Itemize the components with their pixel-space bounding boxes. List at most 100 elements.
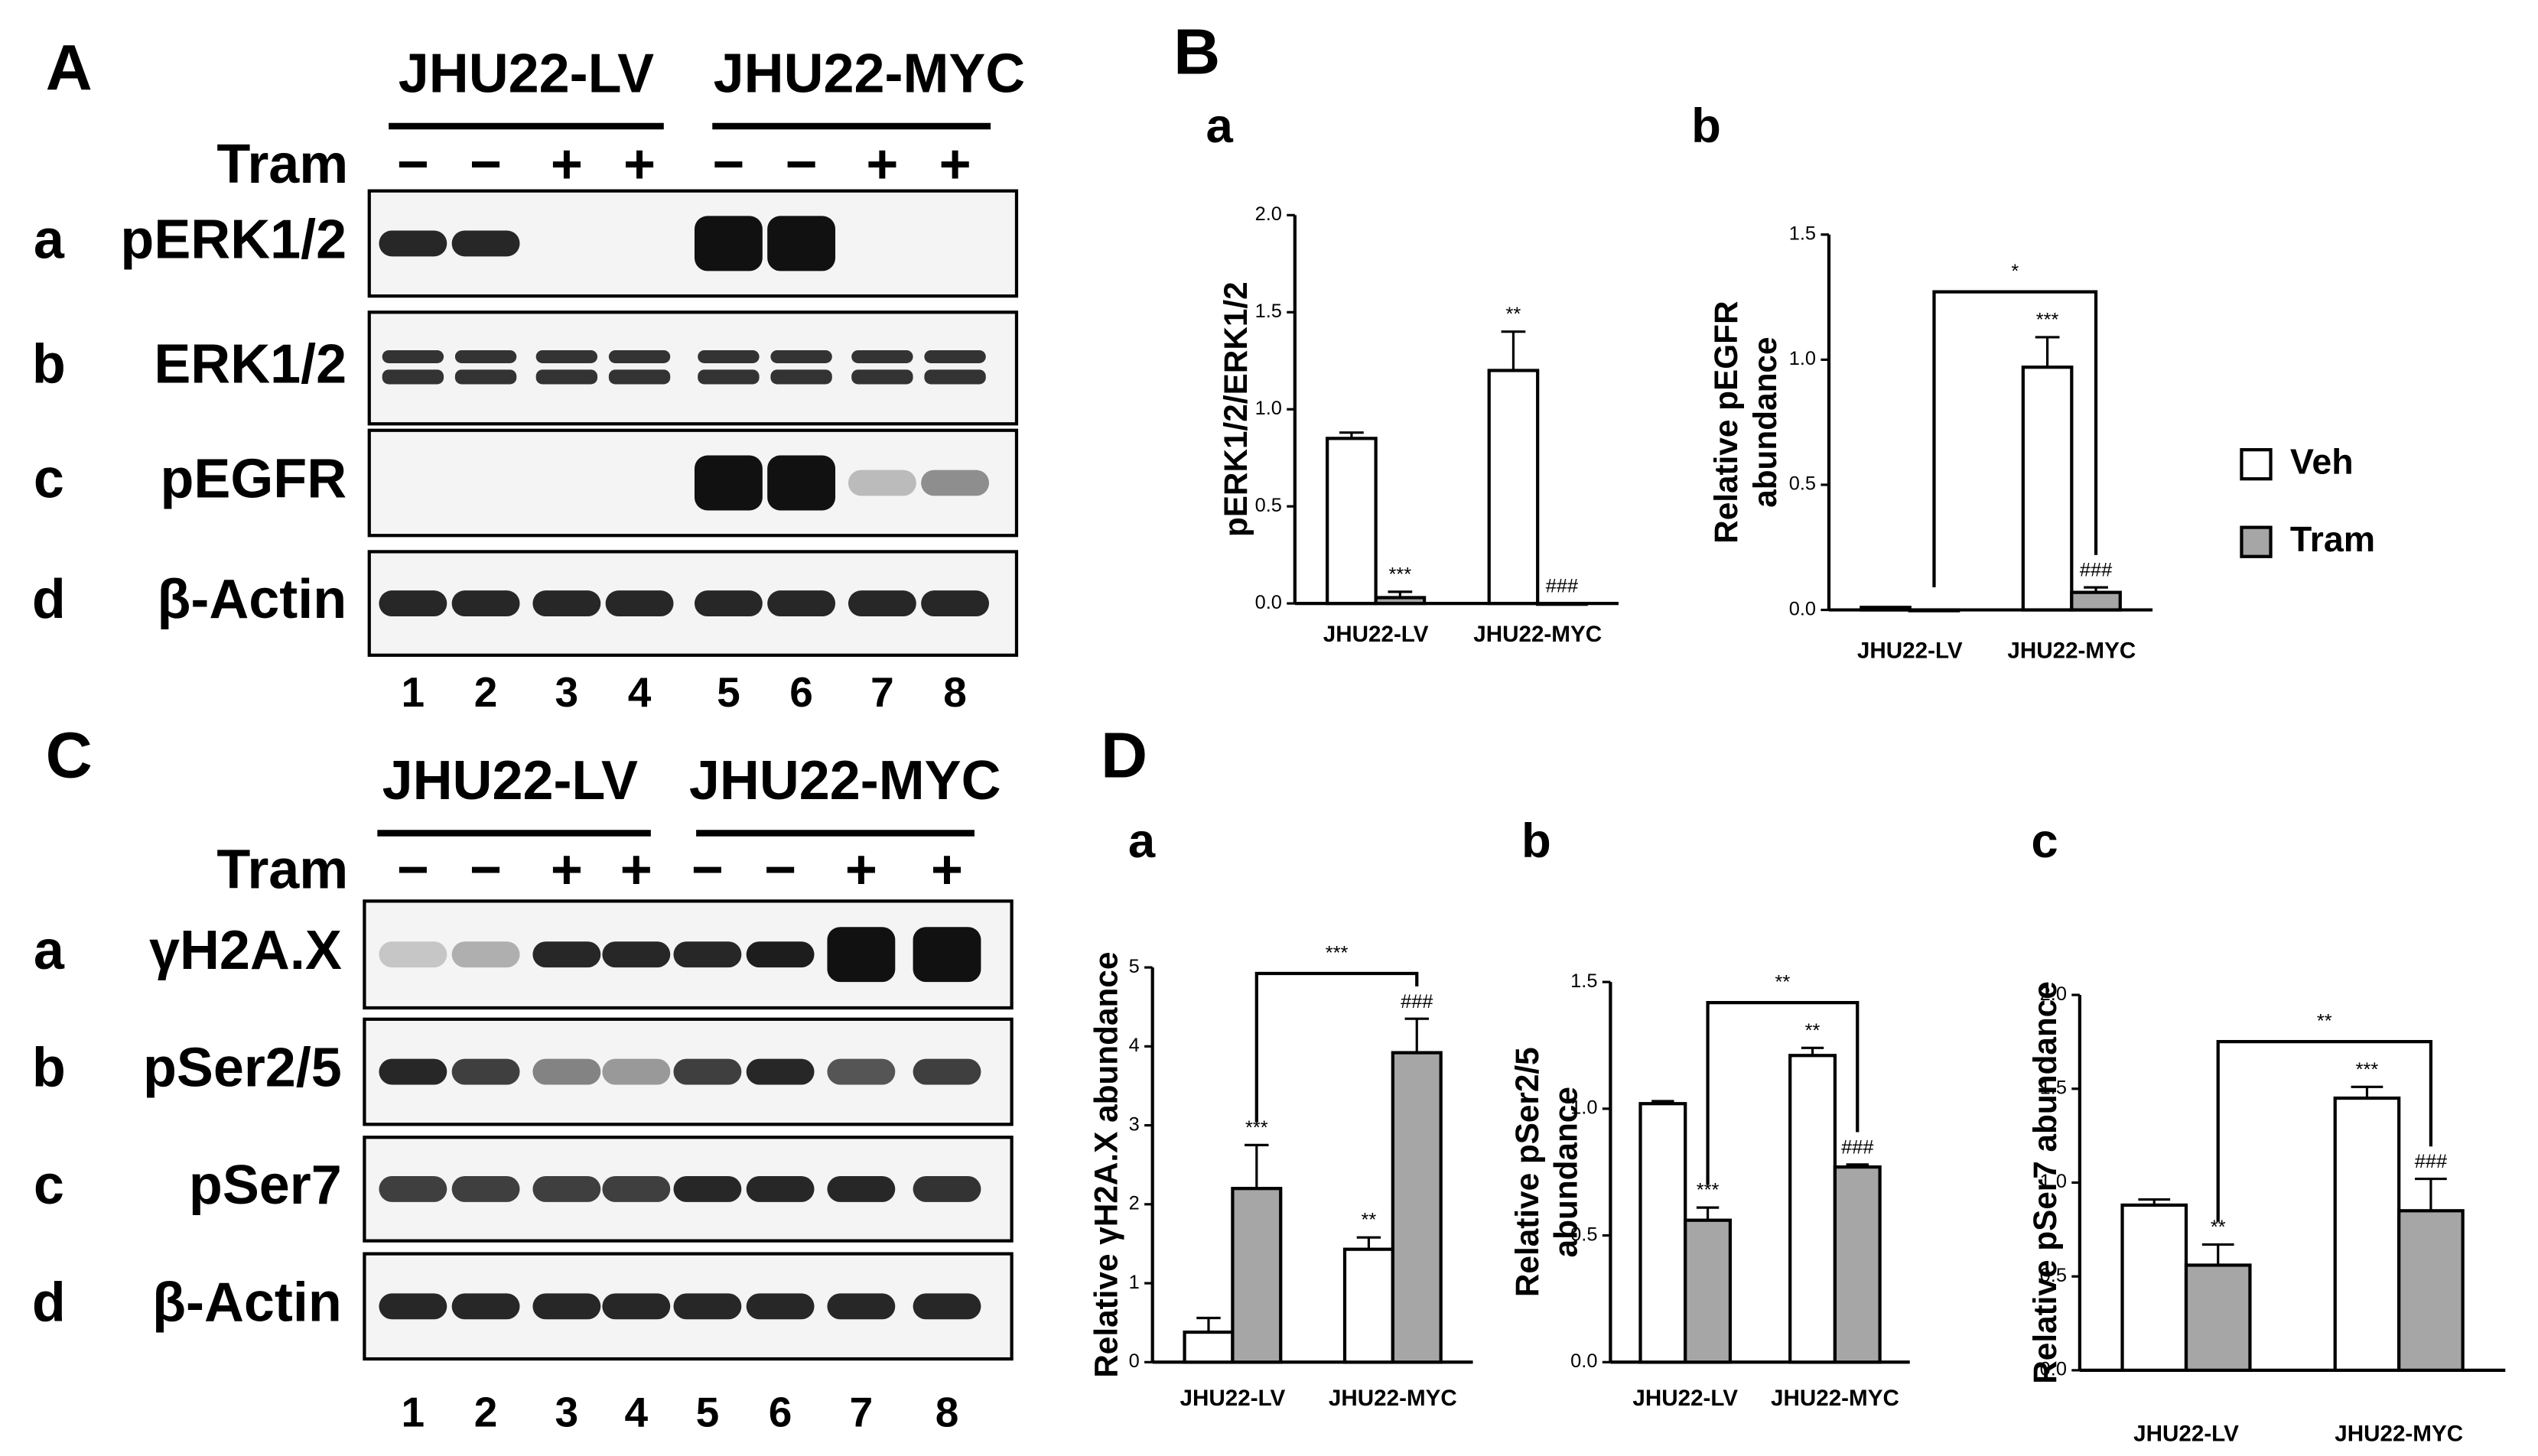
treatment-sign: − [470,839,502,900]
bar [2120,1203,2188,1372]
bar [1788,1054,1837,1364]
row-label: pERK1/2 [120,209,347,270]
band [532,1058,601,1085]
band [851,369,913,385]
lane-number: 5 [717,668,740,716]
significance-label: *** [1389,564,1412,585]
group-label: JHU22-LV [382,750,638,811]
bracket [1932,290,2098,587]
band [379,1058,447,1085]
y-tick-label: 0.5 [2040,1265,2067,1286]
band [698,369,760,385]
band [451,1176,520,1202]
band [602,1058,671,1085]
row-label: γH2A.X [149,920,342,981]
significance-label: *** [2356,1059,2379,1081]
significance-label: ### [1401,991,1433,1012]
row-letter: c [34,1155,64,1216]
band [746,1293,815,1320]
treatment-sign: + [551,839,583,900]
band [851,350,913,363]
band [767,455,836,511]
y-axis-label: Relative pEGFR [1708,301,1744,544]
x-tick-label: JHU22-LV [2133,1421,2239,1446]
chart-subtitle: a [1206,99,1233,153]
y-tick-label: 0.5 [1789,473,1816,495]
band [746,941,815,968]
treatment-sign: − [691,839,724,900]
y-tick-label: 0.5 [1255,495,1282,516]
bar [2070,590,2122,612]
panel-letter: C [46,719,93,791]
y-tick-label: 1 [1129,1272,1140,1293]
row-label: β-Actin [158,569,347,630]
band [535,369,598,385]
row-letter: b [32,333,66,395]
x-tick-label: JHU22-MYC [2335,1421,2463,1446]
band [746,1176,815,1202]
treatment-sign: + [551,134,583,195]
bar [1833,1165,1882,1364]
band [379,1293,447,1320]
band [767,216,836,271]
treatment-label: Tram [216,839,348,900]
panel-letter: D [1101,719,1147,791]
bar [1391,1051,1443,1364]
significance-label: ### [2415,1151,2447,1172]
treatment-sign: − [397,839,429,900]
x-tick-label: JHU22-LV [1632,1386,1738,1411]
y-tick-label: 1.0 [2040,1171,2067,1192]
band [451,941,520,968]
band [451,1058,520,1085]
bar [2333,1096,2401,1372]
band [605,590,674,617]
y-tick-label: 0.0 [2040,1359,2067,1380]
band [673,1058,742,1085]
x-tick-label: JHU22-LV [1180,1386,1286,1411]
blot-frame [367,428,1019,538]
significance-label: *** [2036,309,2059,330]
band [770,369,832,385]
lane-number: 1 [402,1389,425,1436]
y-tick-label: 2.0 [1255,203,1282,225]
bar [2021,366,2074,612]
lane-number: 2 [474,1389,498,1436]
band [924,350,986,363]
panel-letter: A [46,31,93,104]
y-tick-label: 2 [1129,1193,1140,1214]
bracket [1706,1000,1860,1185]
x-tick-label: JHU22-MYC [1329,1386,1457,1411]
y-tick-label: 4 [1129,1035,1140,1056]
x-tick-label: JHU22-MYC [1771,1386,1899,1411]
y-tick-label: 0.5 [1570,1224,1597,1245]
legend-swatch [2240,448,2273,481]
row-letter: d [32,569,66,630]
bar [1487,369,1540,606]
treatment-sign: + [866,134,898,195]
y-tick-label: 1.0 [1570,1097,1597,1119]
treatment-sign: − [764,839,796,900]
lane-number: 8 [935,1389,959,1436]
significance-label: ** [1805,1020,1821,1042]
treatment-sign: − [786,134,818,195]
row-label: ERK1/2 [154,333,347,395]
band [673,1176,742,1202]
bracket [2216,1039,2433,1222]
lane-number: 6 [769,1389,792,1436]
row-label: β-Actin [152,1272,342,1333]
band [379,941,447,968]
band [532,1176,601,1202]
bar [1684,1218,1733,1364]
bar [1374,596,1427,606]
lane-number: 6 [789,668,813,716]
band [694,590,763,617]
band [602,1176,671,1202]
y-axis-label: pERK1/2/ERK1/2 [1218,281,1254,537]
row-letter: a [34,920,65,981]
y-tick-label: 0 [1129,1350,1140,1372]
band [382,350,444,363]
y-tick-label: 2.0 [2040,983,2067,1005]
y-tick-label: 1.5 [1570,970,1597,992]
treatment-sign: + [845,839,877,900]
